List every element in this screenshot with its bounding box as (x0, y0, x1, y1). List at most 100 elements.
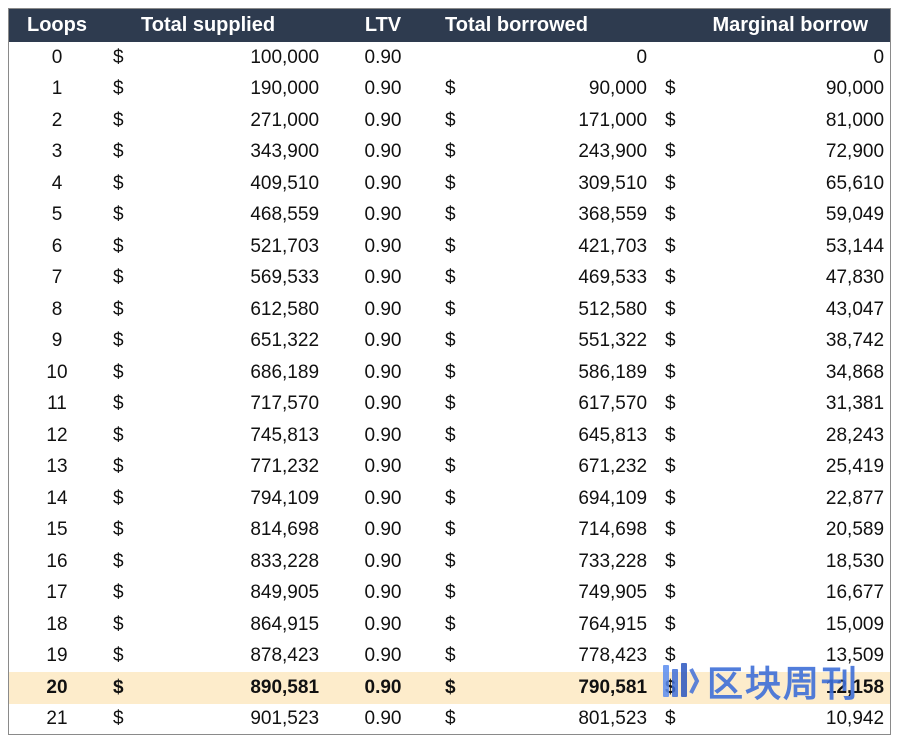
marginal-currency-symbol: $ (665, 487, 676, 509)
supplied-currency-symbol: $ (113, 361, 124, 383)
ltv-cell: 0.90 (364, 550, 402, 572)
table-row: 0 $100,000 0.90 0 0 (9, 42, 890, 74)
table-row: 9 $651,322 0.90 $551,322 $38,742 (9, 326, 890, 358)
total-supplied-cell: 771,232 (250, 456, 320, 478)
total-borrowed-cell: 0 (636, 46, 648, 68)
marginal-currency-symbol: $ (665, 393, 676, 415)
ltv-cell: 0.90 (364, 109, 402, 131)
borrowed-currency-symbol: $ (445, 141, 456, 163)
marginal-borrow-cell: 47,830 (825, 267, 885, 289)
ltv-cell: 0.90 (364, 361, 402, 383)
ltv-cell: 0.90 (364, 204, 402, 226)
ltv-cell: 0.90 (364, 235, 402, 257)
total-supplied-cell: 717,570 (250, 393, 320, 415)
marginal-borrow-cell: 53,144 (825, 235, 885, 257)
total-supplied-cell: 745,813 (250, 424, 320, 446)
header-total-borrowed: Total borrowed (437, 9, 658, 42)
total-supplied-cell: 864,915 (250, 613, 320, 635)
header-row: Loops Total supplied LTV Total borrowed … (9, 9, 890, 42)
table-row: 15 $814,698 0.90 $714,698 $20,589 (9, 515, 890, 547)
borrowed-currency-symbol: $ (445, 550, 456, 572)
total-supplied-cell: 343,900 (250, 141, 320, 163)
loop-cell: 7 (51, 267, 63, 289)
marginal-borrow-cell: 81,000 (825, 109, 885, 131)
total-borrowed-cell: 778,423 (578, 645, 648, 667)
loop-cell: 3 (51, 141, 63, 163)
loop-cell: 4 (51, 172, 63, 194)
header-marginal-borrow: Marginal borrow (657, 9, 890, 42)
ltv-cell: 0.90 (364, 582, 402, 604)
loop-cell: 11 (47, 393, 67, 415)
table-row: 7 $569,533 0.90 $469,533 $47,830 (9, 263, 890, 295)
borrowed-currency-symbol: $ (445, 487, 456, 509)
marginal-borrow-cell: 13,509 (825, 645, 885, 667)
total-supplied-cell: 569,533 (250, 267, 320, 289)
supplied-currency-symbol: $ (113, 456, 124, 478)
borrowed-currency-symbol: $ (445, 361, 456, 383)
borrowed-currency-symbol: $ (445, 708, 456, 730)
marginal-currency-symbol: $ (665, 267, 676, 289)
marginal-currency-symbol: $ (665, 519, 676, 541)
total-borrowed-cell: 243,900 (578, 141, 648, 163)
table-row: 3 $343,900 0.90 $243,900 $72,900 (9, 137, 890, 169)
ltv-cell: 0.90 (364, 46, 402, 68)
loop-cell: 6 (51, 235, 63, 257)
total-supplied-cell: 686,189 (250, 361, 320, 383)
total-supplied-cell: 878,423 (250, 645, 320, 667)
loop-cell: 21 (46, 708, 68, 730)
loop-cell: 1 (51, 78, 63, 100)
supplied-currency-symbol: $ (113, 613, 124, 635)
borrowed-currency-symbol: $ (445, 172, 456, 194)
table-row: 2 $271,000 0.90 $171,000 $81,000 (9, 105, 890, 137)
ltv-cell: 0.90 (364, 141, 402, 163)
table-row: 13 $771,232 0.90 $671,232 $25,419 (9, 452, 890, 484)
total-borrowed-cell: 801,523 (578, 708, 648, 730)
supplied-currency-symbol: $ (113, 235, 124, 257)
table-row: 17 $849,905 0.90 $749,905 $16,677 (9, 578, 890, 610)
total-borrowed-cell: 790,581 (477, 672, 658, 704)
table-row: 14 $794,109 0.90 $694,109 $22,877 (9, 483, 890, 515)
marginal-borrow-cell: 28,243 (825, 424, 885, 446)
borrowed-currency-symbol: $ (445, 78, 456, 100)
borrowed-currency-symbol: $ (445, 267, 456, 289)
total-borrowed-cell: 749,905 (578, 582, 648, 604)
total-supplied-cell: 612,580 (250, 298, 320, 320)
supplied-currency-symbol: $ (105, 672, 145, 704)
marginal-currency-symbol: $ (665, 456, 676, 478)
total-supplied-cell: 521,703 (250, 235, 320, 257)
table-row: 16 $833,228 0.90 $733,228 $18,530 (9, 546, 890, 578)
marginal-borrow-cell: 15,009 (825, 613, 885, 635)
supplied-currency-symbol: $ (113, 393, 124, 415)
loop-table-frame: Loops Total supplied LTV Total borrowed … (8, 8, 891, 735)
ltv-cell: 0.90 (364, 78, 402, 100)
loop-cell: 20 (9, 672, 105, 704)
table-row: 11 $717,570 0.90 $617,570 $31,381 (9, 389, 890, 421)
borrowed-currency-symbol: $ (445, 582, 456, 604)
total-borrowed-cell: 171,000 (578, 109, 648, 131)
total-borrowed-cell: 421,703 (578, 235, 648, 257)
ltv-cell: 0.90 (364, 172, 402, 194)
marginal-currency-symbol: $ (665, 613, 676, 635)
supplied-currency-symbol: $ (113, 267, 124, 289)
marginal-currency-symbol: $ (665, 235, 676, 257)
marginal-borrow-cell: 22,877 (825, 487, 885, 509)
ltv-cell: 0.90 (329, 672, 438, 704)
table-row: 4 $409,510 0.90 $309,510 $65,610 (9, 168, 890, 200)
supplied-currency-symbol: $ (113, 172, 124, 194)
supplied-currency-symbol: $ (113, 204, 124, 226)
marginal-currency-symbol: $ (665, 550, 676, 572)
ltv-cell: 0.90 (364, 708, 402, 730)
header-ltv: LTV (329, 9, 438, 42)
ltv-cell: 0.90 (364, 330, 402, 352)
loop-cell: 2 (51, 109, 63, 131)
marginal-currency-symbol: $ (665, 645, 676, 667)
marginal-borrow-cell: 59,049 (825, 204, 885, 226)
ltv-cell: 0.90 (364, 267, 402, 289)
table-row: 19 $878,423 0.90 $778,423 $13,509 (9, 641, 890, 673)
header-total-supplied: Total supplied (105, 9, 330, 42)
marginal-borrow-cell: 25,419 (825, 456, 885, 478)
total-borrowed-cell: 368,559 (578, 204, 648, 226)
borrowed-currency-symbol: $ (445, 613, 456, 635)
marginal-borrow-cell: 65,610 (825, 172, 885, 194)
supplied-currency-symbol: $ (113, 519, 124, 541)
